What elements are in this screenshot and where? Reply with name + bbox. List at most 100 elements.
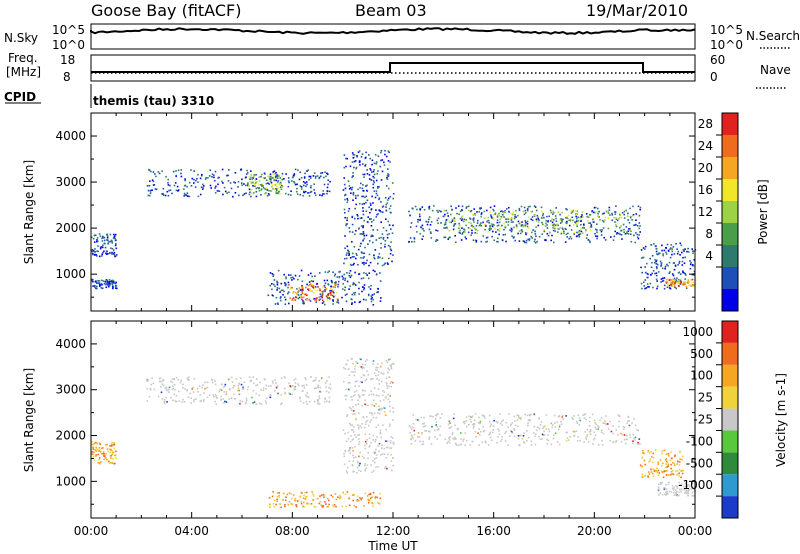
data-cell bbox=[490, 214, 492, 216]
data-cell bbox=[390, 436, 393, 438]
data-cell bbox=[508, 413, 510, 415]
data-cell bbox=[290, 493, 292, 495]
data-cell bbox=[162, 187, 165, 190]
data-cell bbox=[666, 490, 669, 493]
data-cell bbox=[509, 229, 511, 231]
data-cell bbox=[560, 231, 563, 234]
data-cell bbox=[663, 449, 666, 452]
data-cell bbox=[524, 209, 527, 212]
data-cell bbox=[647, 276, 649, 279]
data-cell bbox=[380, 221, 382, 223]
data-cell bbox=[373, 177, 376, 179]
data-cell bbox=[511, 235, 513, 237]
data-cell bbox=[686, 484, 688, 486]
data-cell bbox=[344, 294, 347, 296]
data-cell bbox=[312, 175, 315, 177]
data-cell bbox=[443, 227, 445, 229]
data-cell bbox=[345, 470, 348, 472]
data-cell bbox=[355, 360, 357, 363]
data-cell bbox=[527, 227, 529, 229]
data-cell bbox=[689, 485, 691, 488]
data-cell bbox=[372, 459, 374, 462]
data-cell bbox=[267, 175, 269, 178]
data-cell bbox=[519, 434, 522, 437]
data-cell bbox=[299, 194, 302, 196]
data-cell bbox=[476, 229, 479, 232]
data-cell bbox=[101, 255, 103, 257]
data-cell bbox=[623, 228, 625, 231]
data-cell bbox=[302, 302, 304, 304]
data-cell bbox=[354, 380, 357, 383]
data-cell bbox=[153, 184, 156, 186]
data-cell bbox=[435, 414, 438, 417]
data-cell bbox=[415, 225, 418, 228]
data-cell bbox=[473, 419, 476, 422]
data-cell bbox=[382, 407, 385, 409]
data-cell bbox=[339, 270, 341, 273]
data-cell bbox=[597, 428, 599, 431]
data-cell bbox=[335, 505, 337, 508]
data-cell bbox=[673, 277, 676, 280]
data-cell bbox=[659, 492, 661, 494]
data-cell bbox=[582, 232, 584, 234]
data-cell bbox=[620, 440, 623, 443]
data-cell bbox=[154, 188, 157, 190]
data-cell bbox=[263, 177, 266, 180]
data-cell bbox=[533, 432, 535, 434]
data-cell bbox=[306, 183, 308, 186]
data-cell bbox=[684, 272, 686, 275]
data-cell bbox=[387, 398, 390, 401]
data-cell bbox=[507, 218, 510, 220]
data-cell bbox=[342, 288, 344, 290]
data-cell bbox=[433, 205, 435, 207]
data-cell bbox=[92, 280, 94, 283]
data-cell bbox=[386, 385, 388, 387]
data-cell bbox=[385, 377, 388, 380]
data-cell bbox=[461, 209, 464, 212]
data-cell bbox=[106, 250, 108, 253]
data-cell bbox=[149, 388, 152, 391]
data-cell bbox=[409, 226, 412, 228]
data-cell bbox=[549, 209, 552, 212]
data-cell bbox=[98, 457, 101, 459]
data-cell bbox=[524, 241, 526, 244]
data-cell bbox=[348, 274, 351, 277]
data-cell bbox=[512, 221, 514, 223]
data-cell bbox=[655, 259, 658, 262]
data-cell bbox=[355, 404, 357, 406]
data-cell bbox=[375, 190, 378, 192]
data-cell bbox=[665, 459, 667, 461]
data-cell bbox=[383, 399, 385, 401]
data-cell bbox=[362, 163, 364, 165]
data-cell bbox=[452, 228, 455, 231]
data-cell bbox=[385, 457, 388, 459]
data-cell bbox=[692, 487, 694, 489]
data-cell bbox=[448, 237, 450, 239]
data-cell bbox=[97, 279, 99, 282]
data-cell bbox=[328, 396, 331, 399]
data-cell bbox=[524, 219, 526, 222]
data-cell bbox=[671, 253, 673, 256]
data-cell bbox=[678, 464, 681, 466]
data-cell bbox=[521, 221, 523, 223]
data-cell bbox=[112, 451, 115, 454]
data-cell bbox=[534, 214, 536, 216]
data-cell bbox=[352, 431, 355, 433]
data-cell bbox=[193, 178, 195, 181]
data-cell bbox=[177, 190, 179, 192]
data-cell bbox=[270, 190, 273, 192]
data-cell bbox=[309, 289, 311, 291]
data-cell bbox=[346, 472, 348, 474]
data-cell bbox=[453, 413, 455, 416]
data-cell bbox=[617, 414, 620, 416]
data-cell bbox=[533, 215, 536, 217]
data-cell bbox=[373, 470, 375, 472]
data-cell bbox=[378, 383, 380, 385]
data-cell bbox=[352, 193, 355, 196]
data-cell bbox=[559, 222, 562, 224]
data-cell bbox=[371, 195, 373, 198]
data-cell bbox=[361, 381, 363, 384]
data-cell bbox=[96, 250, 98, 252]
data-cell bbox=[558, 415, 560, 418]
data-cell bbox=[577, 436, 579, 438]
